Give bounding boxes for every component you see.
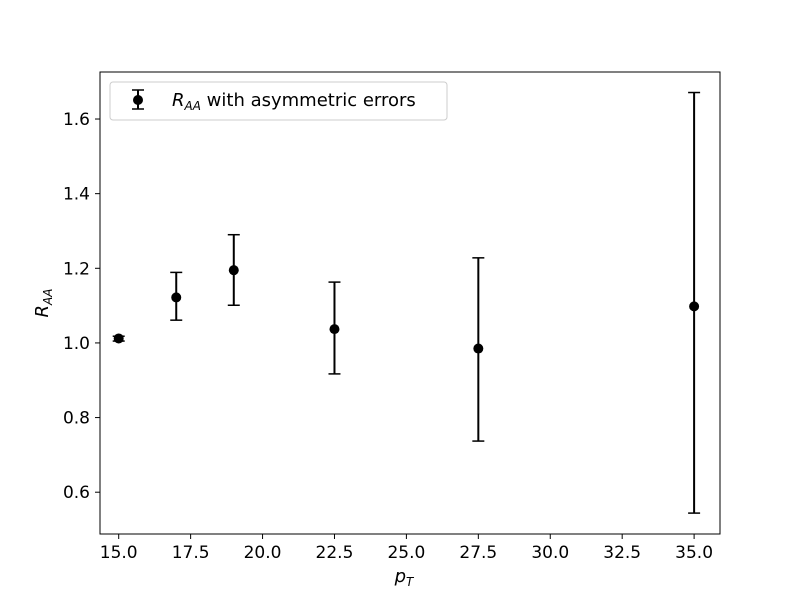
y-tick-label: 1.6: [63, 110, 90, 130]
y-tick-label: 1.4: [63, 185, 90, 205]
x-tick-label: 17.5: [172, 543, 210, 563]
plot-frame: [99, 71, 721, 535]
y-tick-label: 0.8: [63, 409, 90, 429]
y-axis-ticks: 0.6 0.8 1.0 1.2 1.4 1.6: [63, 110, 100, 503]
y-axis-label: RAA: [32, 289, 55, 318]
x-axis-label: pT: [394, 566, 415, 589]
legend-box: [109, 81, 448, 121]
legend-label-subscript: AA: [184, 99, 201, 113]
legend: RAA with asymmetric errors: [109, 81, 448, 121]
x-tick-label: 35.0: [675, 543, 713, 563]
x-tick-label: 25.0: [387, 543, 425, 563]
y-tick-label: 1.2: [63, 259, 90, 279]
legend-label: RAA with asymmetric errors: [172, 90, 416, 113]
x-axis-ticks: 15.0 17.5 20.0 22.5 25.0 27.5 30.0 32.5 35.0: [100, 534, 713, 563]
x-tick-label: 22.5: [316, 543, 354, 563]
data-point: [171, 292, 182, 303]
data-point: [228, 265, 239, 276]
y-tick-label: 1.0: [63, 334, 90, 354]
data-point: [329, 324, 340, 335]
y-axis-label-subscript: AA: [41, 289, 55, 306]
legend-marker: [132, 89, 144, 110]
x-tick-label: 30.0: [531, 543, 569, 563]
data-point: [113, 333, 124, 344]
x-tick-label: 27.5: [459, 543, 497, 563]
y-tick-label: 0.6: [63, 483, 90, 503]
data-point: [473, 343, 484, 354]
x-axis-label-subscript: T: [406, 575, 415, 589]
x-tick-label: 32.5: [603, 543, 641, 563]
x-tick-label: 15.0: [100, 543, 138, 563]
data-point: [689, 301, 700, 312]
data-layer: [112, 91, 701, 514]
x-tick-label: 20.0: [244, 543, 282, 563]
